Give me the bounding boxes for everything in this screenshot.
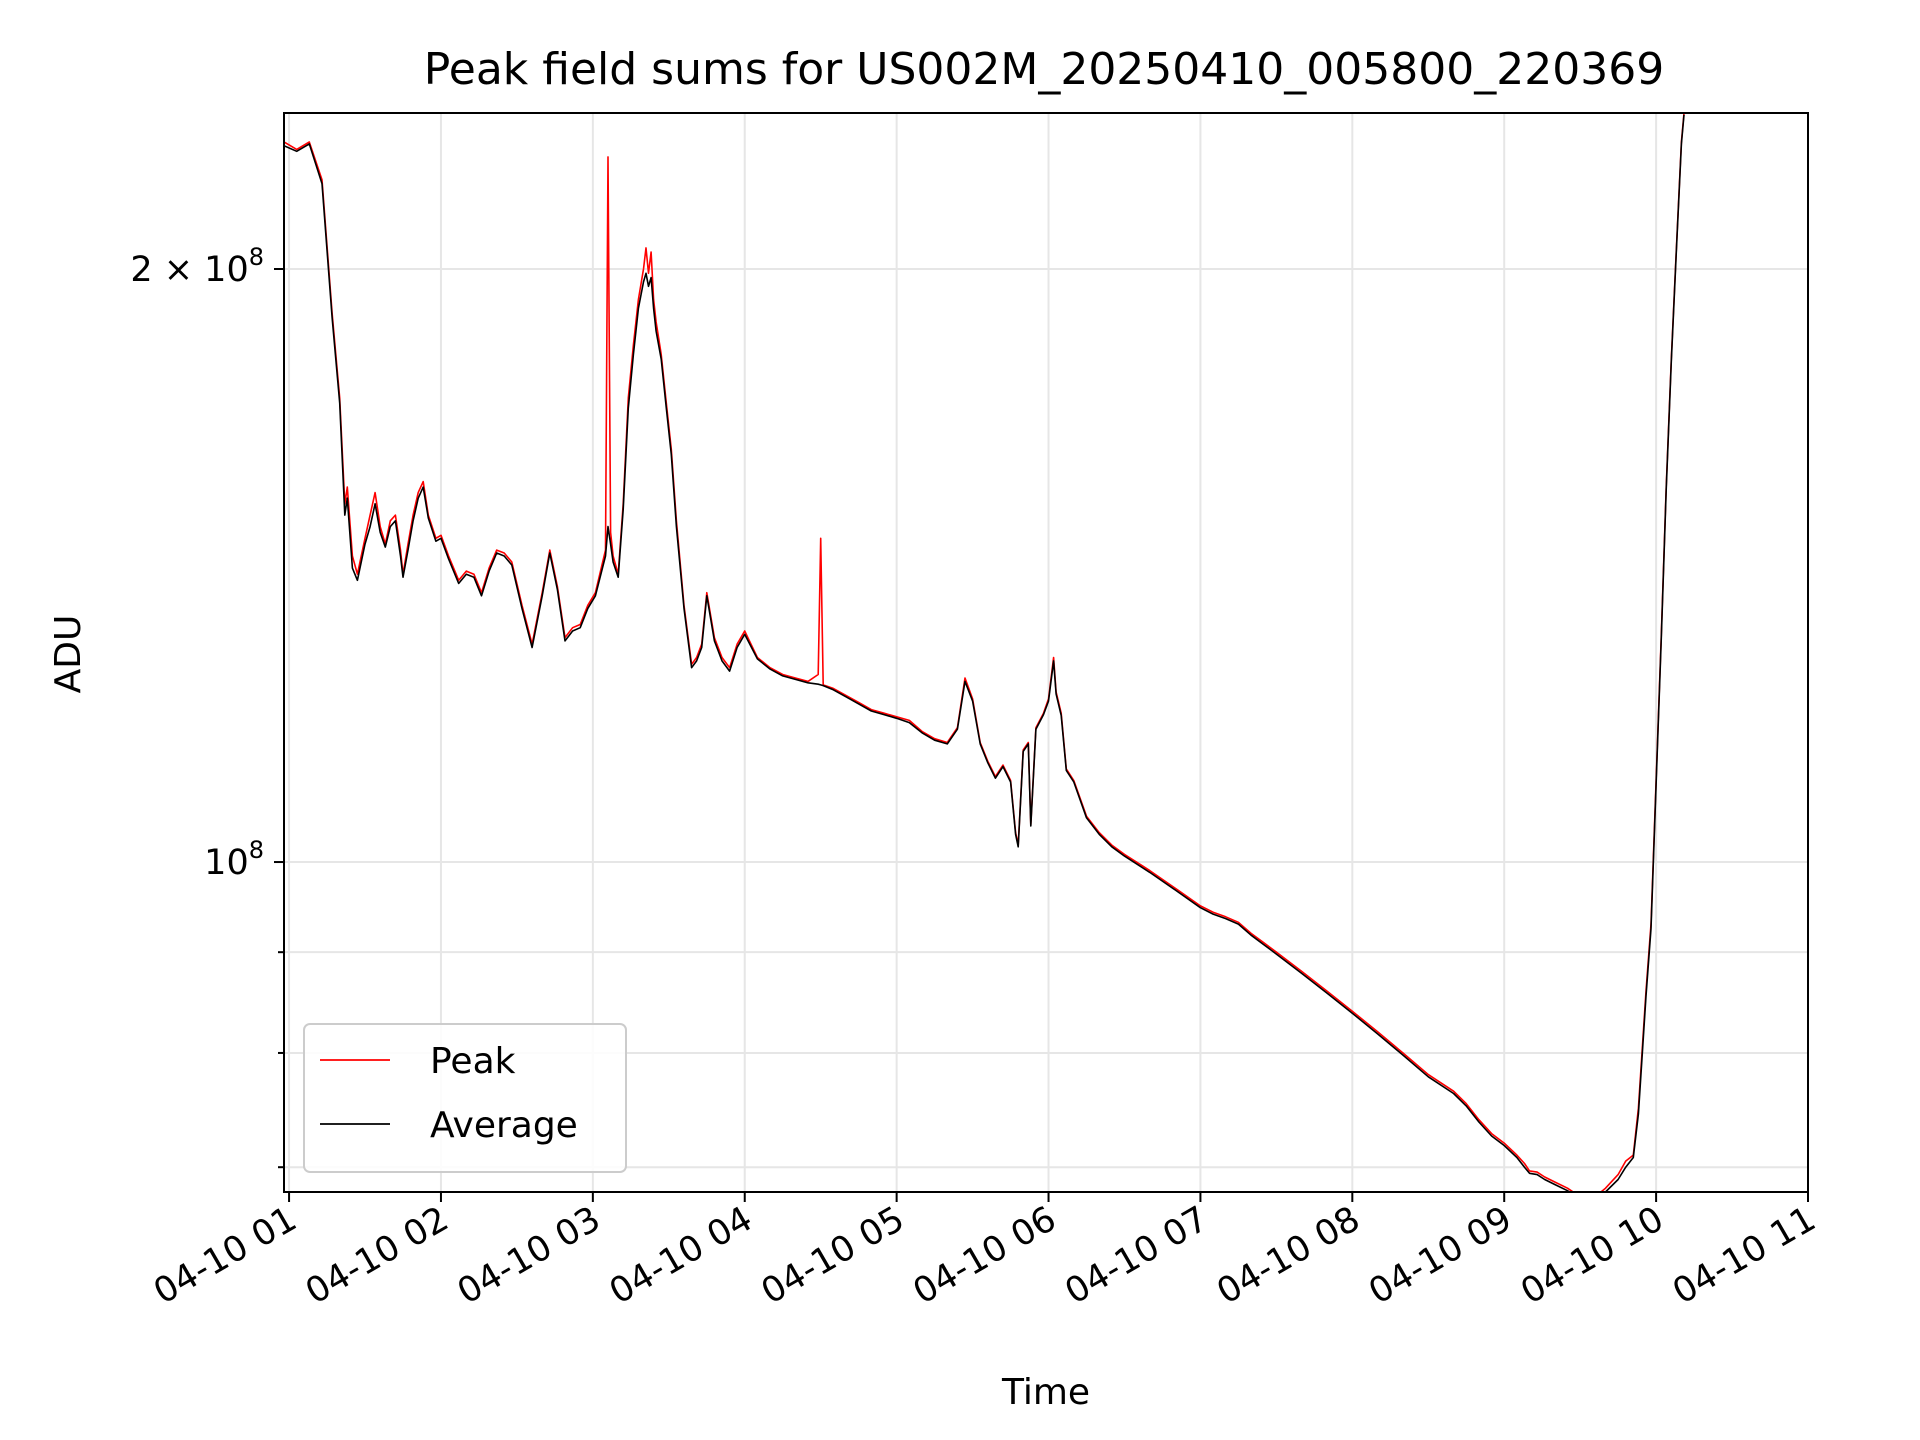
legend: Peak Average [303, 1023, 627, 1173]
series-line-peak [284, 113, 1685, 1192]
y-axis-label: ADU [48, 615, 89, 694]
y-tick-label: 108 [204, 836, 264, 883]
series-line-average [284, 114, 1685, 1192]
legend-box [303, 1023, 627, 1173]
series-layer [284, 113, 1685, 1192]
plot-frame [283, 112, 1809, 1193]
x-axis-label: Time [1001, 1372, 1090, 1413]
y-tick-label: 2 × 108 [130, 243, 264, 290]
legend-label-peak: Peak [430, 1041, 516, 1082]
plot-area [284, 113, 1685, 1192]
chart-title: Peak field sums for US002M_20250410_0058… [424, 44, 1664, 95]
legend-label-average: Average [430, 1105, 578, 1146]
y-axis: 2 × 108 108 [130, 243, 284, 1169]
